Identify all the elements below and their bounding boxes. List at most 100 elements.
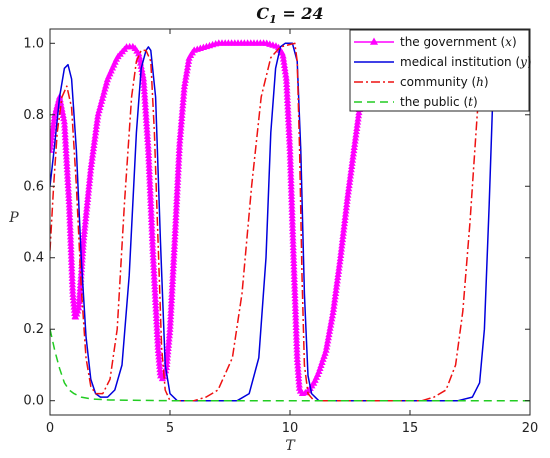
series-marker-0 <box>68 271 76 278</box>
series-marker-0 <box>61 127 69 134</box>
series-marker-0 <box>150 263 158 270</box>
series-marker-0 <box>290 259 298 267</box>
series-marker-0 <box>155 356 163 363</box>
series-marker-0 <box>153 324 161 331</box>
series-marker-0 <box>62 146 70 154</box>
series-marker-0 <box>57 102 65 109</box>
series-marker-0 <box>67 258 76 265</box>
series-marker-0 <box>292 323 300 331</box>
series-marker-0 <box>148 234 156 242</box>
series-marker-0 <box>286 144 294 151</box>
series-marker-0 <box>140 87 149 95</box>
series-marker-0 <box>62 153 71 160</box>
series-marker-0 <box>144 145 152 152</box>
series-marker-0 <box>291 307 300 315</box>
series-marker-0 <box>66 226 74 233</box>
series-marker-0 <box>291 285 299 292</box>
series-marker-0 <box>284 99 292 107</box>
series-marker-0 <box>285 134 294 142</box>
series-marker-0 <box>287 192 296 199</box>
series-marker-0 <box>282 74 290 81</box>
series-marker-0 <box>287 170 295 177</box>
series-marker-0 <box>150 276 159 283</box>
series-marker-0 <box>295 381 303 388</box>
y-tick-label: 0.6 <box>23 179 44 194</box>
series-marker-0 <box>147 199 155 206</box>
series-marker-0 <box>293 349 301 356</box>
x-axis-label: T <box>285 438 296 454</box>
x-tick-label: 20 <box>522 421 539 436</box>
series-marker-0 <box>289 246 297 254</box>
series-marker-0 <box>289 237 297 244</box>
series-marker-0 <box>150 269 158 277</box>
series-marker-0 <box>66 232 75 240</box>
series-marker-0 <box>289 224 297 231</box>
legend-box <box>349 29 530 112</box>
series-marker-0 <box>293 339 301 347</box>
series-marker-0 <box>63 172 72 179</box>
series-marker-0 <box>294 368 302 375</box>
series-marker-0 <box>147 212 155 219</box>
series-marker-0 <box>288 214 296 222</box>
series-marker-0 <box>143 132 152 139</box>
series-marker-0 <box>286 163 295 171</box>
y-axis-label: P <box>8 210 19 226</box>
y-tick-label: 0.0 <box>23 394 44 409</box>
series-marker-0 <box>286 150 294 158</box>
series-marker-0 <box>69 293 77 301</box>
series-marker-0 <box>148 218 156 226</box>
series-marker-0 <box>151 295 160 302</box>
series-marker-0 <box>62 149 70 157</box>
series-marker-0 <box>145 158 153 165</box>
series-marker-0 <box>143 122 151 130</box>
series-marker-0 <box>290 275 298 283</box>
series-marker-0 <box>285 131 293 139</box>
series-marker-0 <box>67 248 75 256</box>
series-marker-0 <box>63 165 71 173</box>
series-marker-0 <box>291 282 299 289</box>
series-marker-0 <box>283 86 291 94</box>
series-marker-0 <box>288 195 296 203</box>
series-marker-0 <box>61 124 69 131</box>
series-marker-0 <box>287 182 295 190</box>
series-marker-0 <box>291 304 300 311</box>
series-marker-0 <box>62 140 70 147</box>
series-marker-0 <box>284 102 292 110</box>
series-marker-0 <box>283 93 291 100</box>
series-marker-0 <box>152 301 160 309</box>
series-marker-0 <box>284 112 292 119</box>
legend: the government (x) medical institution (y… <box>349 29 532 112</box>
series-marker-0 <box>150 279 159 286</box>
series-marker-0 <box>152 298 160 306</box>
series-marker-0 <box>154 343 162 350</box>
series-marker-0 <box>294 371 303 378</box>
series-marker-0 <box>66 229 74 237</box>
series-marker-0 <box>292 310 300 318</box>
series-marker-0 <box>288 208 296 215</box>
series-marker-0 <box>64 175 72 182</box>
series-marker-0 <box>141 94 149 101</box>
series-marker-0 <box>288 198 296 206</box>
series-marker-0 <box>291 301 299 308</box>
legend-label-3: the public (t) <box>400 95 478 109</box>
series-marker-0 <box>294 365 302 372</box>
series-marker-0 <box>146 186 154 194</box>
series-marker-0 <box>64 188 73 195</box>
series-marker-0 <box>291 291 299 299</box>
series-marker-0 <box>144 148 153 155</box>
series-marker-0 <box>68 264 76 272</box>
series-marker-0 <box>287 173 295 180</box>
series-marker-0 <box>151 289 159 296</box>
series-marker-0 <box>66 210 74 217</box>
series-marker-0 <box>292 317 300 324</box>
series-marker-0 <box>293 346 301 353</box>
chart-title: C1 = 24 <box>256 4 323 26</box>
series-marker-0 <box>56 95 64 103</box>
series-marker-0 <box>293 352 301 359</box>
series-marker-0 <box>286 154 294 161</box>
series-marker-0 <box>66 213 74 221</box>
series-marker-0 <box>61 137 70 144</box>
series-marker-0 <box>280 61 289 68</box>
series-marker-0 <box>292 326 300 334</box>
series-marker-0 <box>289 230 297 238</box>
